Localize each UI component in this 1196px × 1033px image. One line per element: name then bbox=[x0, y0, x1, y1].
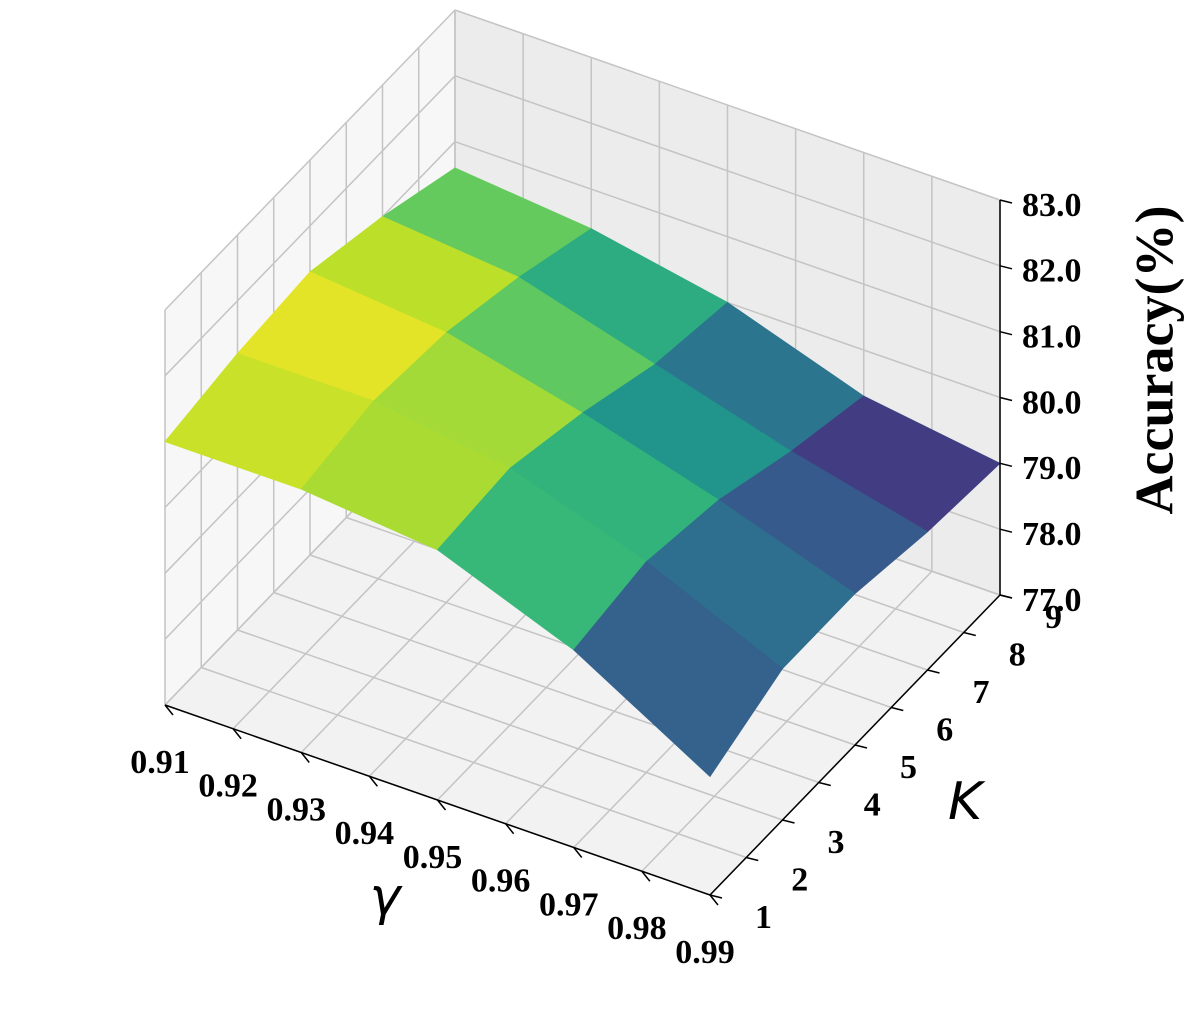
z-tick-label: 77.0 bbox=[1022, 582, 1082, 619]
tick-mark bbox=[818, 781, 831, 787]
tick-mark bbox=[573, 847, 583, 858]
tick-mark bbox=[368, 775, 378, 787]
tick-mark bbox=[999, 396, 1013, 402]
surface-face bbox=[573, 561, 784, 778]
z-tick-label: 82.0 bbox=[1022, 253, 1082, 290]
z-tick-label: 80.0 bbox=[1022, 384, 1082, 421]
y-axis-label: K bbox=[948, 772, 986, 832]
tick-mark bbox=[891, 706, 904, 712]
tick-mark bbox=[999, 199, 1013, 204]
tick-mark bbox=[999, 594, 1013, 599]
y-tick-label: 6 bbox=[936, 711, 953, 748]
surface bbox=[164, 167, 1001, 778]
x-axis-line bbox=[164, 704, 711, 896]
tick-mark bbox=[232, 728, 242, 740]
y-tick-label: 8 bbox=[1009, 636, 1026, 673]
tick-mark bbox=[436, 799, 447, 811]
axes bbox=[164, 199, 1013, 906]
y-tick-label: 4 bbox=[864, 786, 881, 823]
grid-line bbox=[201, 666, 747, 859]
x-tick-label: 0.96 bbox=[471, 863, 531, 900]
x-tick-label: 0.99 bbox=[675, 934, 735, 971]
z-tick-label: 81.0 bbox=[1022, 318, 1082, 355]
tick-mark bbox=[999, 528, 1013, 533]
y-axis-line bbox=[709, 594, 1001, 896]
tick-mark bbox=[963, 631, 976, 637]
tick-mark bbox=[709, 894, 723, 899]
x-tick-label: 0.95 bbox=[403, 839, 463, 876]
tick-mark bbox=[505, 823, 515, 835]
y-tick-label: 2 bbox=[791, 861, 808, 898]
y-tick-label: 9 bbox=[1045, 599, 1062, 636]
y-tick-label: 3 bbox=[828, 824, 845, 861]
tick-mark bbox=[999, 330, 1013, 336]
grid-line bbox=[237, 629, 783, 821]
y-tick-label: 7 bbox=[973, 674, 990, 711]
x-tick-label: 0.97 bbox=[539, 886, 599, 923]
tick-mark bbox=[746, 856, 759, 862]
y-tick-label: 1 bbox=[755, 899, 772, 936]
z-tick-label: 79.0 bbox=[1022, 450, 1082, 487]
z-tick-label: 83.0 bbox=[1022, 187, 1082, 224]
grid-line bbox=[273, 591, 819, 784]
tick-mark bbox=[854, 744, 868, 749]
x-tick-label: 0.92 bbox=[198, 768, 258, 805]
tick-mark bbox=[927, 669, 940, 674]
tick-mark bbox=[164, 704, 174, 716]
tick-mark bbox=[999, 265, 1013, 270]
x-tick-label: 0.94 bbox=[335, 815, 395, 852]
x-tick-label: 0.98 bbox=[607, 910, 667, 947]
x-tick-label: 0.91 bbox=[130, 744, 190, 781]
y-tick-label: 5 bbox=[900, 749, 917, 786]
grid-line bbox=[454, 75, 1001, 267]
grid-line bbox=[164, 9, 456, 311]
grid-line bbox=[454, 9, 1001, 201]
tick-mark bbox=[999, 462, 1013, 468]
grid-line bbox=[164, 75, 456, 377]
x-tick-label: 0.93 bbox=[267, 791, 327, 828]
tick-mark bbox=[709, 894, 719, 906]
z-axis-label: Accuracy(%) bbox=[1124, 206, 1184, 515]
grid-line bbox=[454, 140, 1001, 333]
tick-mark bbox=[782, 819, 795, 824]
tick-mark bbox=[641, 870, 651, 882]
tick-mark bbox=[300, 752, 310, 763]
z-tick-label: 78.0 bbox=[1022, 516, 1082, 553]
x-axis-label: γ bbox=[370, 867, 404, 927]
